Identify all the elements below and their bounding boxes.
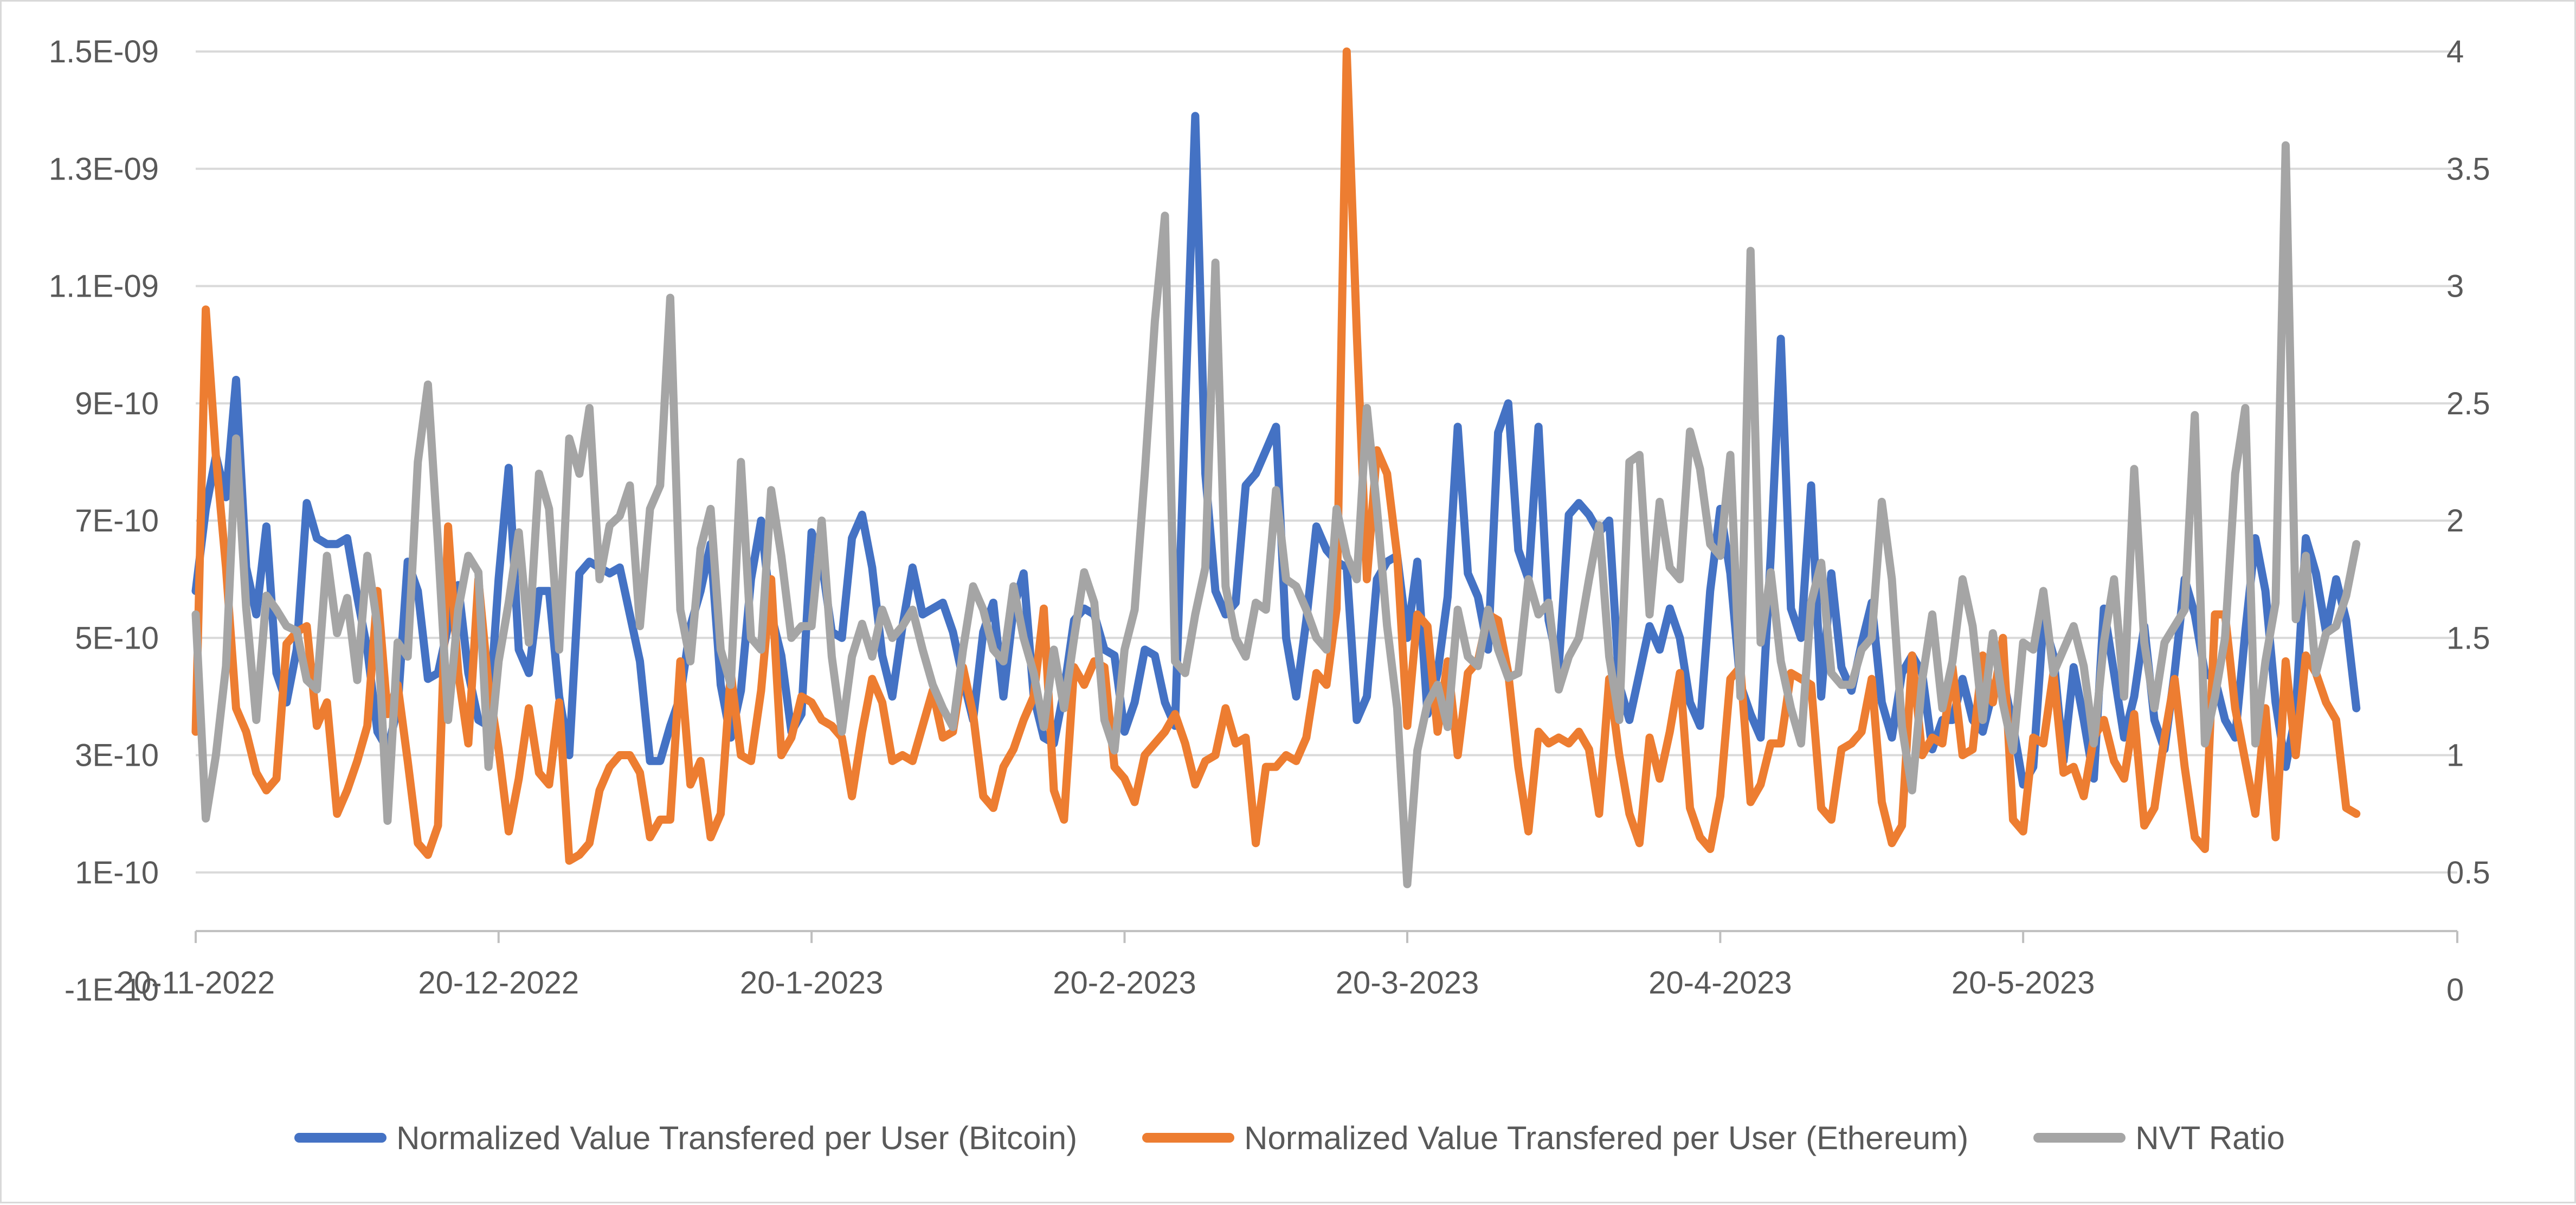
x-axis-tick-label: 20-1-2023 <box>740 965 883 1001</box>
x-axis <box>195 930 2458 943</box>
left-axis-tick-label: 1.3E-09 <box>49 151 159 187</box>
legend-swatch-nvt-ratio <box>2033 1133 2126 1143</box>
left-axis-tick-label: 9E-10 <box>75 386 159 421</box>
x-axis-tick-label: 20-4-2023 <box>1648 965 1792 1001</box>
left-axis-tick-label: 1.1E-09 <box>49 269 159 304</box>
left-axis-tick-label: 1E-10 <box>75 855 159 890</box>
left-axis-tick-label: 7E-10 <box>75 503 159 539</box>
right-axis-tick-labels: 0 0.5 1 1.5 2 2.5 3 3.5 4 <box>2446 34 2490 1008</box>
left-axis-tick-label: 5E-10 <box>75 620 159 656</box>
legend-swatch-bitcoin <box>294 1133 387 1143</box>
left-axis-tick-labels: -1E-10 1E-10 3E-10 5E-10 7E-10 9E-10 1.1E-09 1.… <box>49 34 159 1008</box>
legend-swatch-ethereum <box>1142 1133 1235 1143</box>
left-axis-tick-label: 3E-10 <box>75 738 159 773</box>
left-axis-tick-label: -1E-10 <box>65 972 159 1008</box>
legend-item-bitcoin[interactable]: Normalized Value Transfered per User (Bi… <box>294 1119 1077 1157</box>
legend-item-ethereum[interactable]: Normalized Value Transfered per User (Et… <box>1142 1119 1968 1157</box>
right-axis-tick-label: 3.5 <box>2446 151 2490 187</box>
series-line-bitcoin <box>191 112 2361 789</box>
right-axis-tick-label: 1 <box>2446 738 2464 773</box>
x-axis-tick-labels: 20-11-2022 20-12-2022 20-1-2023 20-2-2023 20… <box>117 965 2095 1001</box>
x-axis-tick-label: 20-2-2023 <box>1053 965 1196 1001</box>
legend-item-nvt-ratio[interactable]: NVT Ratio <box>2033 1119 2285 1157</box>
right-axis-tick-label: 1.5 <box>2446 620 2490 656</box>
legend-label-nvt-ratio: NVT Ratio <box>2135 1119 2285 1156</box>
series-layer <box>191 47 2361 888</box>
right-axis-tick-label: 2 <box>2446 503 2464 539</box>
left-axis-tick-label: 1.5E-09 <box>49 34 159 69</box>
legend-label-bitcoin: Normalized Value Transfered per User (Bi… <box>396 1119 1078 1156</box>
right-axis-tick-label: 4 <box>2446 34 2464 69</box>
right-axis-tick-label: 3 <box>2446 269 2464 304</box>
legend-label-ethereum: Normalized Value Transfered per User (Et… <box>1244 1119 1969 1156</box>
x-axis-tick-label: 20-5-2023 <box>1952 965 2095 1001</box>
legend: Normalized Value Transfered per User (Bi… <box>2 1113 2576 1162</box>
x-axis-tick-label: 20-11-2022 <box>117 965 275 1001</box>
right-axis-tick-label: 0 <box>2446 972 2464 1008</box>
right-axis-tick-label: 0.5 <box>2446 855 2490 890</box>
x-axis-tick-label: 20-3-2023 <box>1336 965 1479 1001</box>
series-line-nvt-ratio <box>191 141 2361 888</box>
right-axis-tick-label: 2.5 <box>2446 386 2490 421</box>
x-axis-tick-label: 20-12-2022 <box>418 965 579 1001</box>
